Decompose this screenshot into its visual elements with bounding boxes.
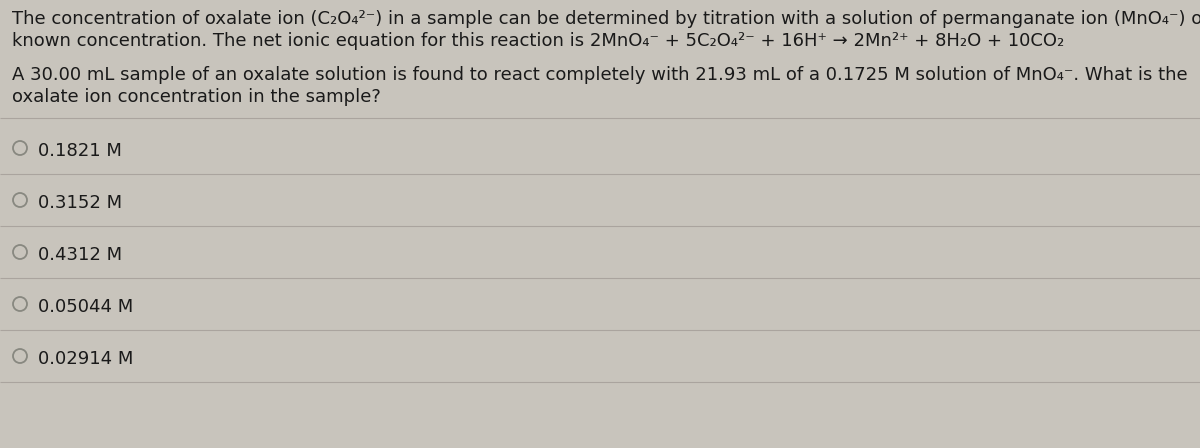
Text: known concentration. The net ionic equation for this reaction is 2MnO₄⁻ + 5C₂O₄²: known concentration. The net ionic equat… xyxy=(12,32,1064,50)
Text: The concentration of oxalate ion (C₂O₄²⁻) in a sample can be determined by titra: The concentration of oxalate ion (C₂O₄²⁻… xyxy=(12,10,1200,28)
Text: 0.4312 M: 0.4312 M xyxy=(38,246,122,263)
Text: A 30.00 mL sample of an oxalate solution is found to react completely with 21.93: A 30.00 mL sample of an oxalate solution… xyxy=(12,66,1188,84)
Text: 0.3152 M: 0.3152 M xyxy=(38,194,122,211)
Text: oxalate ion concentration in the sample?: oxalate ion concentration in the sample? xyxy=(12,88,380,106)
Text: 0.05044 M: 0.05044 M xyxy=(38,297,133,315)
Text: 0.02914 M: 0.02914 M xyxy=(38,349,133,367)
Text: 0.1821 M: 0.1821 M xyxy=(38,142,122,159)
